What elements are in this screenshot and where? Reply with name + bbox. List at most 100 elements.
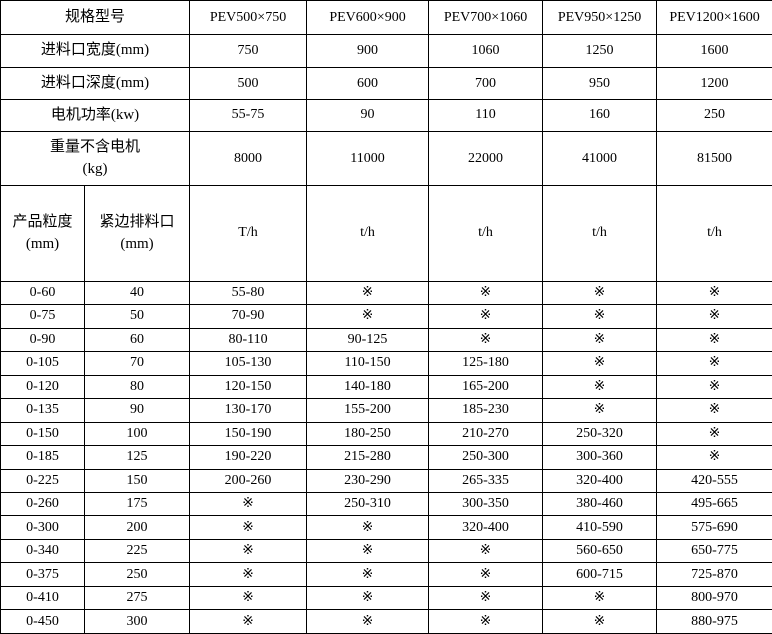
- unit-cell: t/h: [428, 185, 544, 282]
- spec-value-cell: 8000: [189, 130, 308, 187]
- product-size-cell: 0-185: [0, 445, 85, 470]
- discharge-opening-cell: 125: [83, 445, 191, 470]
- product-size-cell: 0-120: [0, 374, 85, 400]
- throughput-cell: ※: [189, 609, 308, 634]
- throughput-cell: ※: [306, 538, 430, 564]
- throughput-cell: ※: [189, 515, 308, 540]
- spec-value-cell: 22000: [428, 130, 544, 187]
- discharge-opening-cell: 150: [83, 468, 191, 494]
- throughput-cell: ※: [306, 609, 430, 634]
- spec-value-cell: 1250: [542, 34, 658, 69]
- throughput-cell: 180-250: [306, 421, 430, 447]
- throughput-cell: ※: [306, 515, 430, 540]
- capacity-row: 0-150 100 150-190 180-250 210-270 250-320 ※: [0, 421, 772, 447]
- capacity-row: 0-340 225 ※ ※ ※ 560-650 650-775: [0, 538, 772, 564]
- discharge-opening-cell: 200: [83, 515, 191, 540]
- capacity-row: 0-450 300 ※ ※ ※ ※ 880-975: [0, 609, 772, 634]
- capacity-row: 0-135 90 130-170 155-200 185-230 ※ ※: [0, 398, 772, 423]
- throughput-cell: ※: [542, 609, 658, 634]
- throughput-cell: ※: [542, 351, 658, 376]
- model-name-cell: PEV500×750: [189, 0, 308, 36]
- throughput-cell: ※: [542, 304, 658, 329]
- throughput-cell: ※: [428, 585, 544, 611]
- throughput-cell: 320-400: [428, 515, 544, 540]
- product-size-cell: 0-300: [0, 515, 85, 540]
- spec-value-cell: 600: [306, 67, 430, 101]
- throughput-cell: 150-190: [189, 421, 308, 447]
- throughput-cell: 125-180: [428, 351, 544, 376]
- throughput-cell: 250-310: [306, 492, 430, 517]
- capacity-row: 0-260 175 ※ 250-310 300-350 380-460 495-665: [0, 492, 772, 517]
- unit-cell: t/h: [306, 185, 430, 282]
- throughput-cell: ※: [656, 327, 772, 353]
- throughput-cell: 800-970: [656, 585, 772, 611]
- throughput-cell: ※: [189, 562, 308, 587]
- discharge-opening-cell: 100: [83, 421, 191, 447]
- throughput-cell: ※: [542, 327, 658, 353]
- capacity-header-row: 产品粒度 (mm) 紧边排料口 (mm) T/h t/h t/h t/h t/h: [0, 185, 772, 282]
- throughput-cell: ※: [189, 538, 308, 564]
- throughput-cell: 120-150: [189, 374, 308, 400]
- spec-row-label: 重量不含电机 (kg): [0, 130, 191, 187]
- model-header-label: 规格型号: [0, 0, 191, 36]
- spec-value-cell: 1200: [656, 67, 772, 101]
- throughput-cell: ※: [189, 585, 308, 611]
- spec-row-label: 进料口深度(mm): [0, 67, 191, 101]
- throughput-cell: 380-460: [542, 492, 658, 517]
- capacity-row: 0-60 40 55-80 ※ ※ ※ ※: [0, 280, 772, 306]
- spec-row-label: 电机功率(kw): [0, 99, 191, 132]
- spec-value-cell: 250: [656, 99, 772, 132]
- throughput-cell: 300-360: [542, 445, 658, 470]
- spec-value-cell: 11000: [306, 130, 430, 187]
- throughput-cell: ※: [542, 374, 658, 400]
- capacity-row: 0-185 125 190-220 215-280 250-300 300-360 ※: [0, 445, 772, 470]
- throughput-cell: ※: [656, 351, 772, 376]
- capacity-row: 0-410 275 ※ ※ ※ ※ 800-970: [0, 585, 772, 611]
- throughput-cell: ※: [428, 562, 544, 587]
- throughput-cell: 880-975: [656, 609, 772, 634]
- capacity-header-section: 产品粒度 (mm) 紧边排料口 (mm) T/h t/h t/h t/h t/h: [0, 185, 772, 282]
- spec-row: 进料口深度(mm) 500 600 700 950 1200: [0, 67, 772, 101]
- unit-cell: t/h: [656, 185, 772, 282]
- throughput-cell: ※: [656, 398, 772, 423]
- spec-value-cell: 500: [189, 67, 308, 101]
- product-size-cell: 0-60: [0, 280, 85, 306]
- throughput-cell: ※: [189, 492, 308, 517]
- throughput-cell: 320-400: [542, 468, 658, 494]
- discharge-opening-cell: 50: [83, 304, 191, 329]
- throughput-cell: 90-125: [306, 327, 430, 353]
- spec-value-cell: 700: [428, 67, 544, 101]
- spec-value-cell: 950: [542, 67, 658, 101]
- throughput-cell: 230-290: [306, 468, 430, 494]
- throughput-cell: ※: [428, 304, 544, 329]
- throughput-cell: 200-260: [189, 468, 308, 494]
- model-name-cell: PEV700×1060: [428, 0, 544, 36]
- spec-value-cell: 81500: [656, 130, 772, 187]
- spec-section: 进料口宽度(mm) 750 900 1060 1250 1600 进料口深度(mm) 500 6…: [0, 34, 772, 187]
- product-size-cell: 0-135: [0, 398, 85, 423]
- model-name-cell: PEV950×1250: [542, 0, 658, 36]
- throughput-cell: 215-280: [306, 445, 430, 470]
- spec-row: 进料口宽度(mm) 750 900 1060 1250 1600: [0, 34, 772, 69]
- spec-value-cell: 1060: [428, 34, 544, 69]
- spec-value-cell: 1600: [656, 34, 772, 69]
- discharge-opening-cell: 70: [83, 351, 191, 376]
- throughput-cell: 70-90: [189, 304, 308, 329]
- throughput-cell: ※: [428, 538, 544, 564]
- capacity-row: 0-300 200 ※ ※ 320-400 410-590 575-690: [0, 515, 772, 540]
- throughput-cell: ※: [656, 374, 772, 400]
- spec-row: 电机功率(kw) 55-75 90 110 160 250: [0, 99, 772, 132]
- throughput-cell: 80-110: [189, 327, 308, 353]
- product-size-cell: 0-150: [0, 421, 85, 447]
- throughput-cell: ※: [656, 421, 772, 447]
- throughput-cell: 185-230: [428, 398, 544, 423]
- spec-value-cell: 55-75: [189, 99, 308, 132]
- product-size-cell: 0-75: [0, 304, 85, 329]
- throughput-cell: 250-300: [428, 445, 544, 470]
- discharge-opening-cell: 225: [83, 538, 191, 564]
- throughput-cell: ※: [542, 398, 658, 423]
- throughput-cell: 210-270: [428, 421, 544, 447]
- spec-row-label: 进料口宽度(mm): [0, 34, 191, 69]
- throughput-cell: 575-690: [656, 515, 772, 540]
